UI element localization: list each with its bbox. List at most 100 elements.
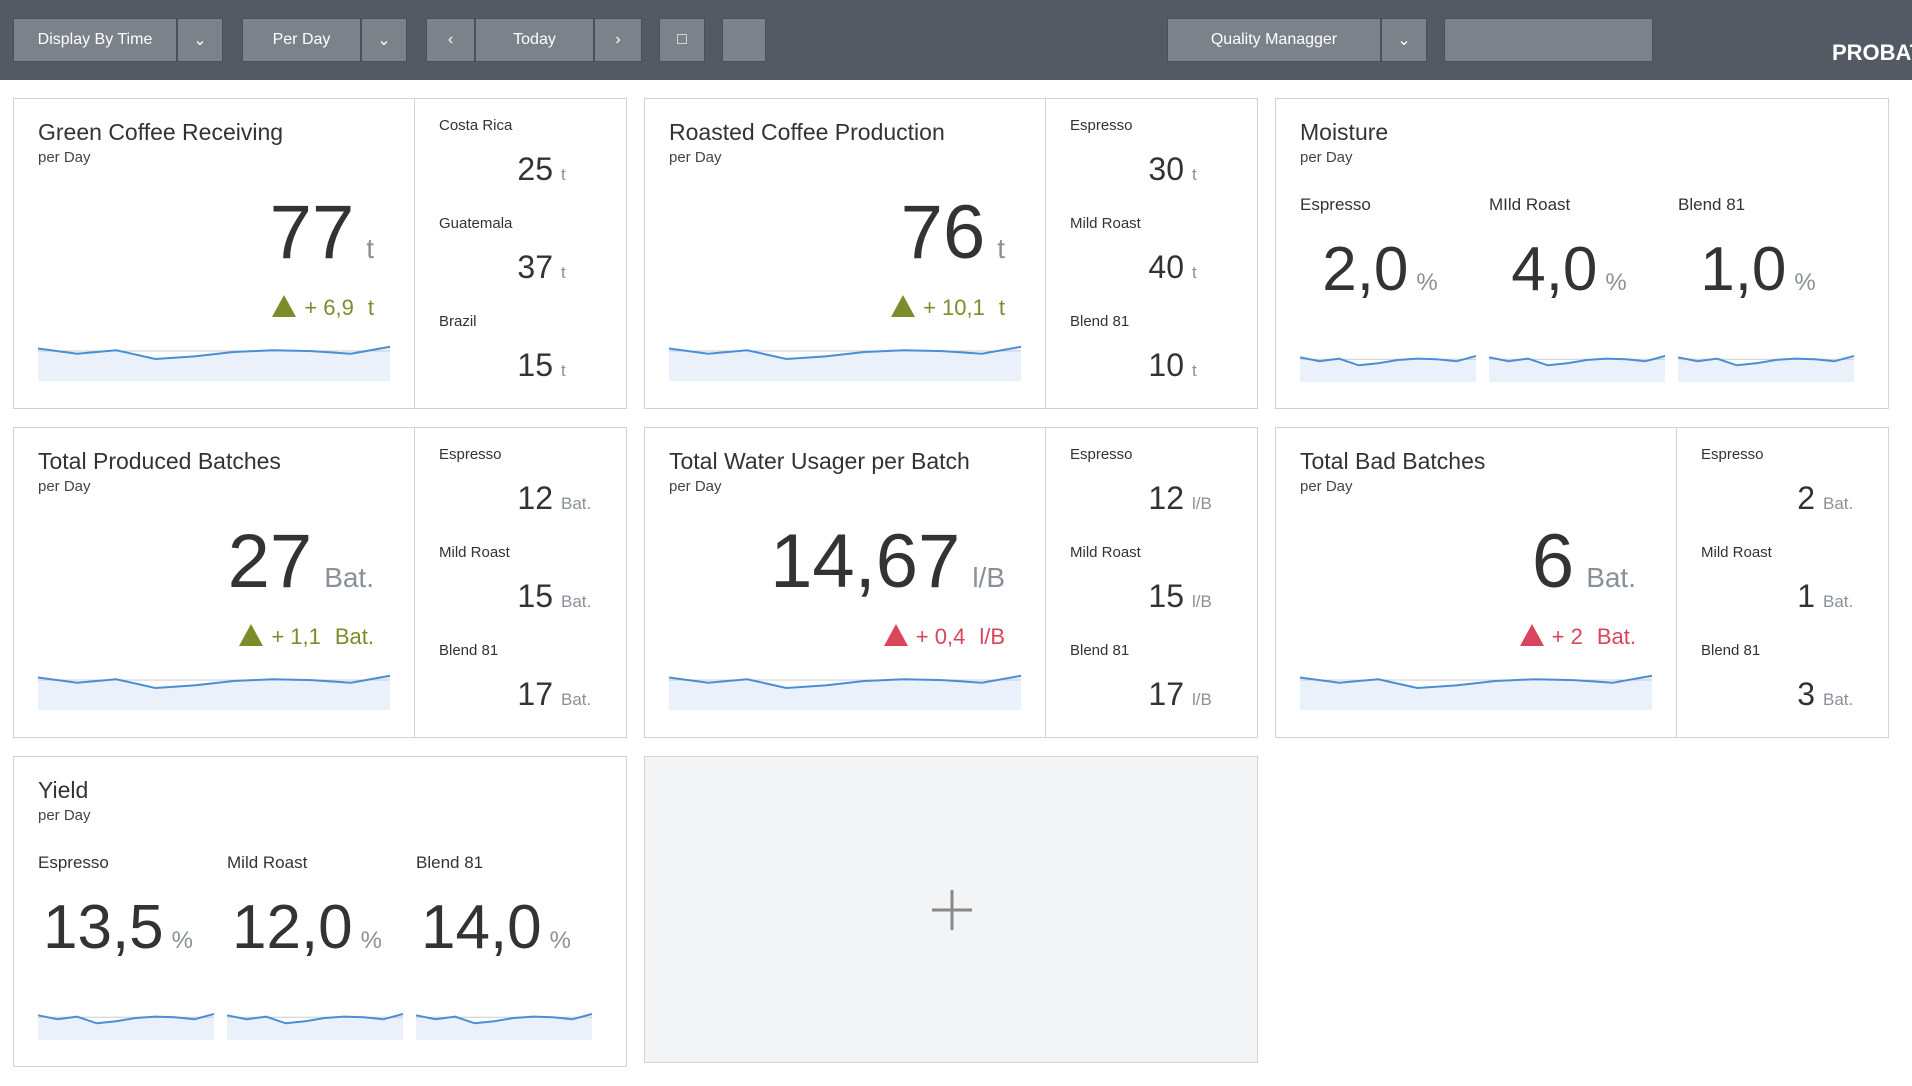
item-label: Espresso (1701, 446, 1764, 463)
card: Green Coffee Receiving per Day 77 t + 6,9 t Co… (13, 98, 627, 409)
item-label: Guatemala (439, 215, 513, 232)
value: 14,0 (420, 893, 542, 962)
dropdown[interactable]: ⌄ (361, 18, 407, 62)
value: 40 (1148, 249, 1184, 285)
main-value: 77 t (14, 189, 374, 276)
value: 37 (517, 249, 553, 285)
delta: + 0,4 l/B (645, 624, 1005, 650)
card: Moisture per Day Espresso 2,0% MIld Roast 4,0… (1275, 98, 1889, 409)
unit: l/B (972, 562, 1005, 593)
unit: t (1192, 165, 1197, 184)
display-by-button[interactable]: Display By Time (13, 18, 177, 62)
item-value: 12 Bat. (415, 480, 595, 517)
dropdown[interactable]: ⌄ (1381, 18, 1427, 62)
unit: Bat. (1823, 494, 1854, 513)
unit: l/B (1192, 494, 1212, 513)
delta: + 10,1 t (645, 295, 1005, 321)
logo: PROBAT (1832, 40, 1912, 65)
user-field[interactable] (1444, 18, 1653, 62)
delta-value: + 6,9 (304, 295, 354, 320)
item-value: 17 l/B (1046, 676, 1226, 713)
unit: Bat. (1823, 690, 1854, 709)
main-value: 14,67 l/B (645, 518, 1005, 605)
unit: t (1192, 361, 1197, 380)
unit: Bat. (1586, 562, 1636, 593)
delta-value: + 1,1 (271, 624, 321, 649)
value: 30 (1148, 151, 1184, 187)
item-value: 15 l/B (1046, 578, 1226, 615)
value: 13,5 (42, 893, 164, 962)
column-value: 13,5% (38, 892, 198, 963)
prev[interactable]: ‹ (426, 18, 475, 62)
card-subtitle: per Day (38, 478, 91, 495)
item-value: 2 Bat. (1677, 480, 1857, 517)
item-label: Brazil (439, 313, 477, 330)
item-label: Blend 81 (439, 642, 499, 659)
item-value: 12 l/B (1046, 480, 1226, 517)
unit: Bat. (561, 690, 592, 709)
blank-button[interactable] (722, 18, 766, 62)
card-subtitle: per Day (1300, 149, 1353, 166)
card-subtitle: per Day (38, 807, 91, 824)
item-value: 3 Bat. (1677, 676, 1857, 713)
card: Total Water Usager per Batch per Day 14,67… (644, 427, 1258, 738)
export[interactable]: □ (659, 18, 705, 62)
value: 10 (1148, 347, 1184, 383)
value: 12,0 (231, 893, 353, 962)
breakdown: Espresso 30 t Mild Roast 40 t Blend 81 10 t (1045, 99, 1259, 408)
unit: l/B (1192, 592, 1212, 611)
value: 3 (1797, 676, 1815, 712)
item-value: 30 t (1046, 151, 1226, 188)
item-label: Espresso (1070, 117, 1133, 134)
card-subtitle: per Day (1300, 478, 1353, 495)
card-subtitle: per Day (38, 149, 91, 166)
delta-arrow (1519, 624, 1544, 646)
label: Quality Managger (1210, 31, 1338, 48)
sparkline (37, 345, 391, 381)
column-label: Espresso (38, 853, 109, 872)
value: 15 (1148, 578, 1184, 614)
value: 4,0 (1511, 235, 1598, 304)
delta-value: + 0,4 (915, 624, 966, 649)
period-button[interactable]: Per Day (242, 18, 361, 62)
unit: t (561, 263, 566, 282)
sparkline (668, 674, 1022, 710)
card-title: Roasted Coffee Production (669, 119, 945, 145)
next[interactable]: › (594, 18, 642, 62)
plus-icon (932, 890, 972, 930)
card: Yield per Day Espresso 13,5% Mild Roast 12,0%… (13, 756, 627, 1067)
label: Display By Time (37, 31, 153, 48)
item-value: 17 Bat. (415, 676, 595, 713)
item-value: 37 t (415, 249, 595, 286)
unit: % (1605, 269, 1627, 296)
main-value: 6 Bat. (1276, 518, 1636, 605)
dropdown[interactable]: ⌄ (177, 18, 223, 62)
column-value: 14,0% (416, 892, 576, 963)
item-value: 1 Bat. (1677, 578, 1857, 615)
sparkline (226, 1013, 404, 1040)
delta-unit: Bat. (334, 624, 374, 649)
column-label: Blend 81 (416, 853, 484, 872)
sparkline (37, 674, 391, 710)
delta-unit: l/B (979, 624, 1005, 649)
unit: % (1794, 269, 1816, 296)
value: 1 (1797, 578, 1815, 614)
column-value: 2,0% (1300, 234, 1460, 305)
breakdown: Espresso 12 Bat. Mild Roast 15 Bat. Blend 81 17… (414, 428, 628, 737)
unit: l/B (1192, 690, 1212, 709)
item-value: 40 t (1046, 249, 1226, 286)
column-value: 1,0% (1678, 234, 1838, 305)
item-label: Mild Roast (1070, 215, 1141, 232)
card-title: Total Water Usager per Batch (669, 448, 970, 474)
delta-value: + 2 (1551, 624, 1583, 649)
add-card[interactable] (644, 756, 1258, 1063)
delta-arrow (883, 624, 908, 646)
item-label: Mild Roast (1701, 544, 1772, 561)
column-value: 4,0% (1489, 234, 1649, 305)
role-button[interactable]: Quality Managger (1167, 18, 1381, 62)
delta: + 1,1 Bat. (14, 624, 374, 650)
card: Total Produced Batches per Day 27 Bat. + 1,1… (13, 427, 627, 738)
value: 1,0 (1700, 235, 1787, 304)
value: 15 (517, 578, 553, 614)
date-button[interactable]: Today (475, 18, 594, 62)
